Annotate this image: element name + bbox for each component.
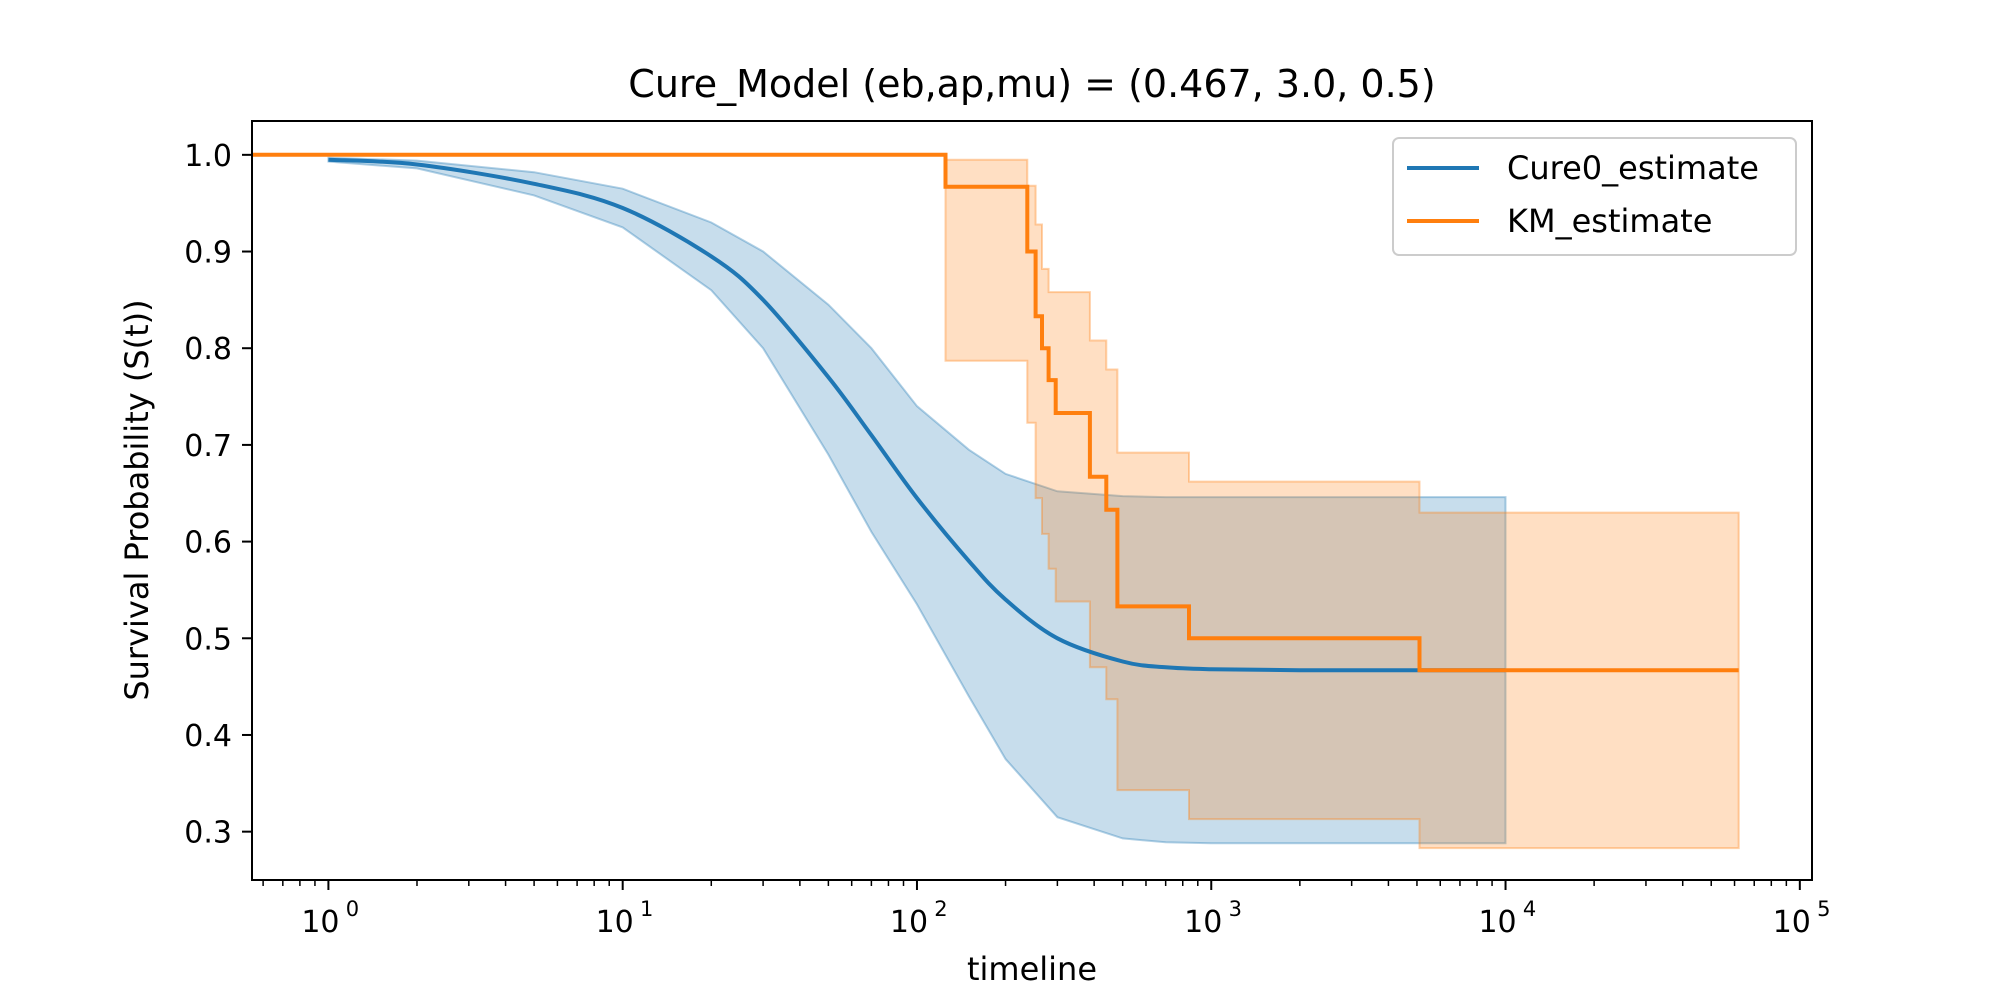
x-tick-base: 10 [1184, 905, 1222, 940]
x-tick-base: 10 [596, 905, 634, 940]
x-tick-base: 10 [1773, 905, 1811, 940]
y-axis-label: Survival Probability (S(t)) [118, 299, 156, 700]
x-tick-exponent: 1 [640, 897, 653, 921]
y-axis: 0.3 0.4 0.5 0.6 0.7 0.8 0.9 1.0 [184, 139, 252, 851]
x-tick-exponent: 2 [934, 897, 947, 921]
y-tick-label: 0.7 [184, 429, 232, 464]
legend-label-km-estimate: KM_estimate [1507, 202, 1712, 240]
x-tick-label: 10 0 [301, 897, 359, 940]
y-tick-label: 0.4 [184, 719, 232, 754]
chart-title: Cure_Model (eb,ap,mu) = (0.467, 3.0, 0.5… [628, 62, 1435, 106]
legend-box [1392, 137, 1797, 256]
x-axis-label: timeline [967, 950, 1097, 988]
x-tick-label: 10 2 [890, 897, 948, 940]
x-tick-exponent: 5 [1817, 897, 1830, 921]
x-tick-exponent: 0 [346, 897, 359, 921]
y-tick-label: 0.6 [184, 526, 232, 561]
plot-frame [251, 120, 1813, 881]
x-tick-label: 10 3 [1184, 897, 1242, 940]
x-tick-exponent: 3 [1229, 897, 1242, 921]
km-estimate-line [252, 152, 1739, 673]
y-tick-label: 1.0 [184, 139, 232, 174]
x-tick-label: 10 4 [1478, 897, 1536, 940]
cure0-estimate-line [328, 157, 1506, 673]
y-tick-label: 0.5 [184, 622, 232, 657]
x-tick-exponent: 4 [1523, 897, 1536, 921]
y-tick-label: 0.3 [184, 816, 232, 851]
km-estimate-confidence-band [252, 153, 1740, 850]
x-tick-base: 10 [1478, 905, 1516, 940]
x-axis: 10 0 10 1 10 2 10 3 10 4 10 5 [262, 880, 1831, 940]
x-tick-label: 10 1 [596, 897, 654, 940]
legend: Cure0_estimate KM_estimate [1392, 137, 1797, 256]
y-tick-label: 0.8 [184, 332, 232, 367]
legend-label-cure0-estimate: Cure0_estimate [1507, 149, 1759, 187]
confidence-bands [252, 153, 1740, 850]
x-tick-base: 10 [890, 905, 928, 940]
y-tick-label: 0.9 [184, 236, 232, 271]
x-tick-label: 10 5 [1773, 897, 1831, 940]
series-lines [252, 152, 1739, 673]
x-tick-base: 10 [301, 905, 339, 940]
